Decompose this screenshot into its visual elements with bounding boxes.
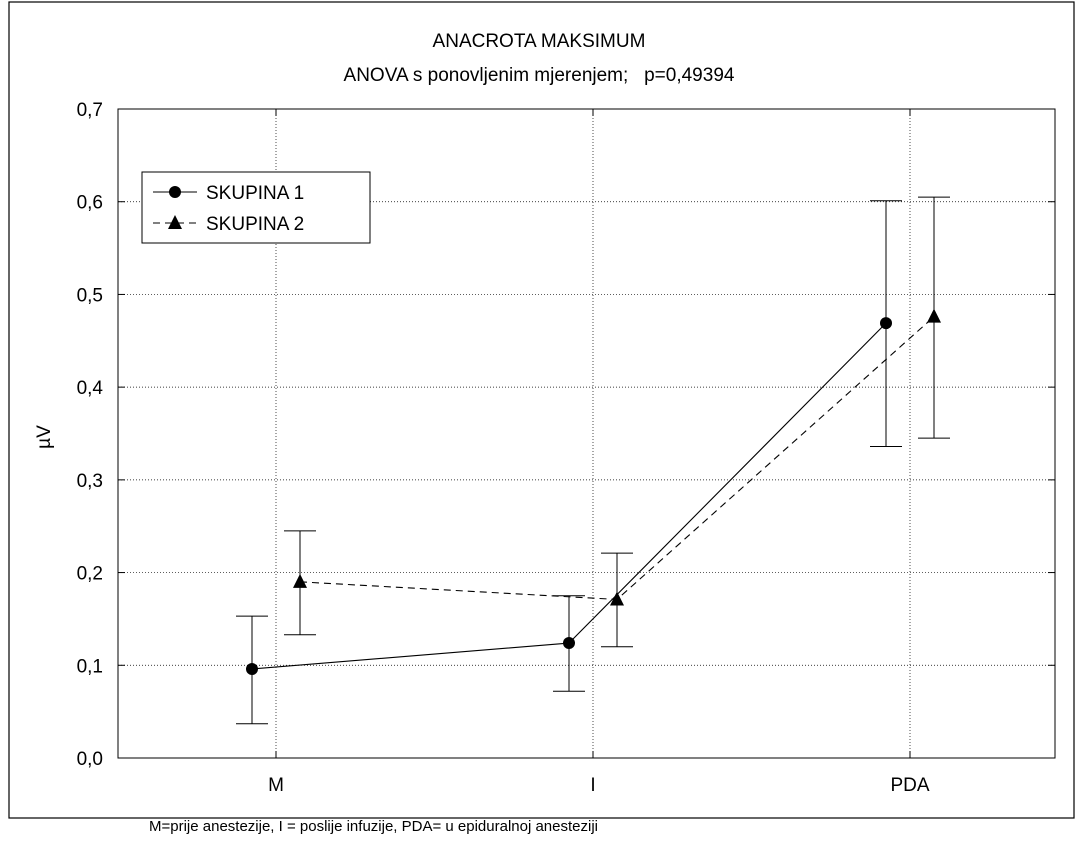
y-tick-label: 0,3 [77, 471, 103, 492]
axes: 0,0 0,1 0,2 0,3 0,4 0,5 0,6 0,7 M I PDA [77, 100, 1055, 796]
chart-frame [8, 1, 1075, 819]
series [236, 196, 950, 725]
plot-area [117, 108, 1056, 759]
y-tick-label: 0,2 [77, 564, 103, 585]
figure-caption: M=prije anestezije, I = poslije infuzije… [149, 818, 598, 835]
data-point-circle [563, 637, 575, 650]
x-tick-label: M [268, 775, 284, 796]
series-2 [284, 196, 950, 648]
legend: SKUPINA 1 SKUPINA 2 [141, 171, 371, 244]
x-tick-label: I [590, 775, 595, 796]
y-tick-label: 0,5 [77, 285, 103, 306]
data-point-triangle [927, 308, 941, 323]
chart-title: ANACROTA MAKSIMUM [433, 31, 646, 52]
legend-marker-circle [169, 186, 181, 198]
y-tick-label: 0,7 [77, 100, 103, 121]
y-tick-label: 0,1 [77, 656, 103, 677]
legend-marker-triangle [168, 215, 182, 229]
x-tick-label: PDA [890, 775, 929, 796]
legend-label: SKUPINA 1 [206, 183, 304, 204]
y-tick-label: 0,6 [77, 193, 103, 214]
legend-label: SKUPINA 2 [206, 214, 304, 235]
legend-box [141, 171, 371, 244]
data-point-triangle [293, 573, 307, 588]
data-point-circle [880, 317, 892, 330]
chart-subtitle: ANOVA s ponovljenim mjerenjem; p=0,49394 [344, 65, 735, 86]
y-axis-label: µV [34, 425, 55, 449]
y-tick-label: 0,4 [77, 378, 104, 399]
data-point-triangle [610, 591, 624, 606]
data-point-circle [246, 662, 258, 675]
y-tick-label: 0,0 [77, 749, 103, 770]
series-1 [236, 200, 902, 725]
